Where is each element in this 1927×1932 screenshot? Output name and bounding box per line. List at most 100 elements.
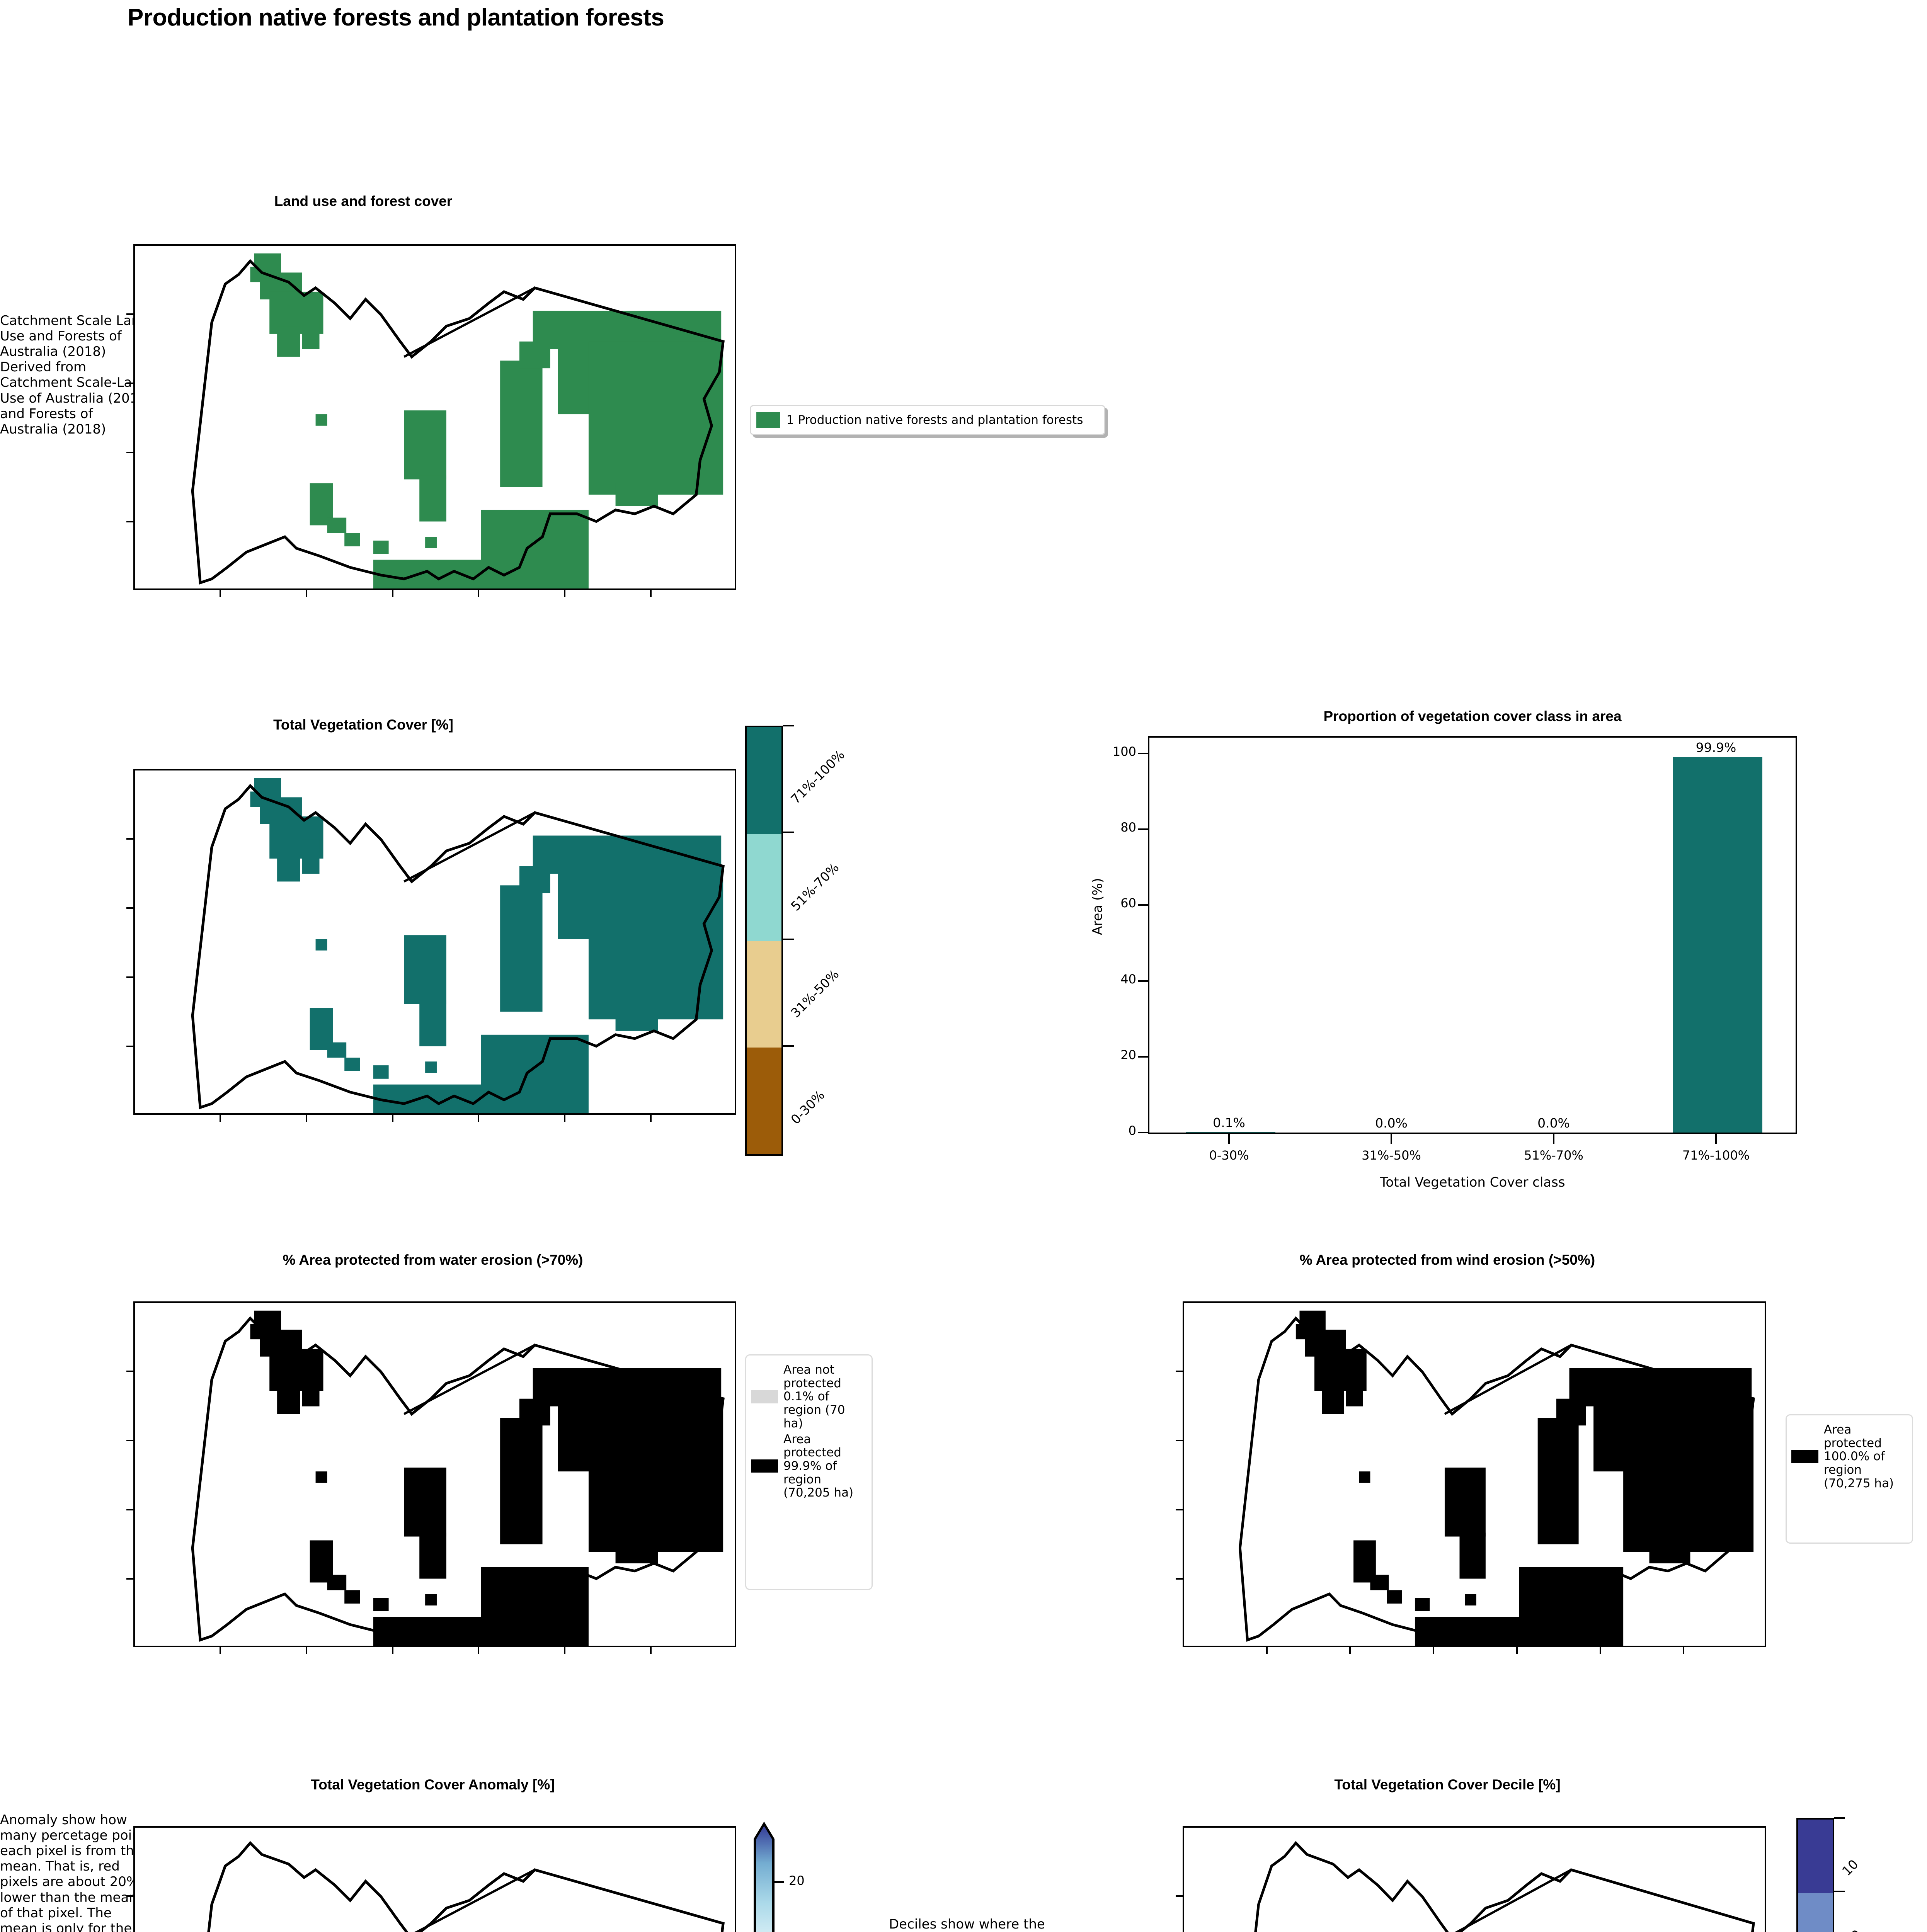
- anomaly-colorbar-tick: [773, 1881, 784, 1883]
- wind-erosion-map-svg: [1239, 1310, 1755, 1646]
- colorbar-label: 0-30%: [788, 1087, 828, 1128]
- barchart-value-label: 99.9%: [1695, 740, 1736, 755]
- map-xtick: [305, 590, 307, 597]
- sub-boundary: [403, 1344, 536, 1415]
- legend-row: Area not protected 0.1% of region (70 ha…: [751, 1363, 867, 1430]
- barchart-xtick-label: 71%-100%: [1682, 1148, 1750, 1163]
- colorbar-segment: [747, 1047, 781, 1154]
- barchart-ylabel: Area (%): [1090, 878, 1105, 935]
- barchart-ytick: [1138, 753, 1148, 755]
- water-erosion-title: % Area protected from water erosion (>70…: [283, 1252, 583, 1268]
- map-ytick: [1176, 1895, 1183, 1897]
- map-ytick: [126, 838, 133, 840]
- colorbar-tick: [783, 725, 794, 726]
- barchart-ytick: [1138, 828, 1148, 830]
- map-xtick: [1599, 1647, 1601, 1654]
- wind-erosion-map[interactable]: [1183, 1301, 1766, 1647]
- catchment-boundary: [191, 1316, 725, 1642]
- map-ytick: [126, 1046, 133, 1047]
- map-ytick: [1176, 1509, 1183, 1510]
- vegcover-colorbar: [745, 726, 783, 1156]
- barchart-value-label: 0.0%: [1537, 1116, 1570, 1131]
- decile-annotation: Deciles show where the pixel value lies …: [889, 1917, 1045, 1932]
- water-erosion-map-svg: [191, 1310, 725, 1646]
- sub-boundary: [403, 287, 536, 358]
- map-xtick: [650, 1115, 652, 1122]
- map-ytick: [126, 1371, 133, 1372]
- barchart-value-label: 0.1%: [1213, 1115, 1245, 1131]
- colorbar-label: 10: [1839, 1856, 1861, 1879]
- colorbar-label: 51%-70%: [788, 859, 842, 914]
- barchart-title: Proportion of vegetation cover class in …: [1323, 708, 1622, 724]
- colorbar-tick: [1834, 1891, 1845, 1893]
- sub-boundary: [1444, 1344, 1572, 1415]
- landuse-legend-swatch: [756, 412, 780, 428]
- map-xtick: [1266, 1647, 1268, 1654]
- map-xtick: [478, 1647, 480, 1654]
- page-title: Production native forests and plantation…: [128, 4, 664, 31]
- water-erosion-legend[interactable]: Area not protected 0.1% of region (70 ha…: [745, 1354, 873, 1590]
- landuse-map-svg: [191, 253, 725, 588]
- map-xtick: [219, 590, 221, 597]
- barchart-ytick-label: 100: [1112, 744, 1136, 759]
- barchart-ytick-label: 80: [1120, 820, 1136, 835]
- decile-pixels: [1184, 1828, 1765, 1932]
- barchart-xlabel: Total Vegetation Cover class: [1380, 1175, 1565, 1190]
- water-erosion-map[interactable]: [133, 1301, 736, 1647]
- colorbar-tick: [1834, 1817, 1845, 1819]
- decile-colorbar: [1796, 1818, 1834, 1932]
- vegcover-map[interactable]: [133, 769, 736, 1115]
- map-xtick: [1433, 1647, 1435, 1654]
- landuse-map[interactable]: [133, 244, 736, 590]
- legend-swatch: [1791, 1450, 1818, 1463]
- wind-erosion-legend[interactable]: Area protected 100.0% of region (70,275 …: [1786, 1414, 1913, 1544]
- map-xtick: [1349, 1647, 1351, 1654]
- anomaly-annotation: Anomaly show how many percetage points e…: [0, 1812, 152, 1932]
- legend-swatch: [751, 1459, 778, 1473]
- decile-title: Total Vegetation Cover Decile [%]: [1334, 1777, 1561, 1793]
- map-ytick: [126, 521, 133, 522]
- barchart-bars: [1149, 738, 1796, 1133]
- decile-map[interactable]: [1183, 1826, 1766, 1932]
- barchart-xtick-label: 0-30%: [1209, 1148, 1249, 1163]
- legend-label: Area protected 99.9% of region (70,205 h…: [783, 1432, 854, 1500]
- map-xtick: [392, 590, 393, 597]
- barchart-xtick: [1228, 1134, 1230, 1144]
- colorbar-tick: [783, 1045, 794, 1047]
- landuse-legend-label: 1 Production native forests and plantati…: [786, 413, 1083, 427]
- legend-label: Area protected 100.0% of region (70,275 …: [1824, 1423, 1894, 1490]
- vegcover-map-svg: [191, 778, 725, 1113]
- legend-row: Area protected 100.0% of region (70,275 …: [1791, 1423, 1907, 1490]
- catchment-boundary: [1239, 1316, 1755, 1642]
- map-ytick: [126, 1578, 133, 1580]
- anomaly-colorbar: [736, 1816, 864, 1932]
- barchart-xtick-label: 31%-50%: [1362, 1148, 1421, 1163]
- anomaly-map[interactable]: [133, 1826, 736, 1932]
- anomaly-title: Total Vegetation Cover Anomaly [%]: [311, 1777, 555, 1793]
- barchart-value-label: 0.0%: [1375, 1116, 1408, 1131]
- map-xtick: [564, 1115, 566, 1122]
- map-ytick: [126, 1509, 133, 1510]
- barchart-ytick-label: 40: [1120, 971, 1136, 986]
- catchment-boundary: [207, 1841, 725, 1932]
- legend-swatch: [751, 1390, 778, 1403]
- landuse-legend[interactable]: 1 Production native forests and plantati…: [750, 405, 1105, 435]
- vegcover-panel-title: Total Vegetation Cover [%]: [273, 717, 453, 733]
- map-ytick: [126, 907, 133, 909]
- map-xtick: [219, 1115, 221, 1122]
- map-xtick: [219, 1647, 221, 1654]
- landuse-panel-title: Land use and forest cover: [274, 193, 453, 209]
- barchart-xtick-label: 51%-70%: [1524, 1148, 1583, 1163]
- water-protected-fill: [250, 1310, 723, 1646]
- barchart-plot[interactable]: [1148, 736, 1797, 1134]
- map-ytick: [1176, 1578, 1183, 1580]
- barchart-bar: [1673, 757, 1762, 1133]
- barchart-bar: [1186, 1132, 1275, 1133]
- colorbar-label: 31%-50%: [788, 966, 842, 1020]
- anomaly-gradient-bar: [754, 1821, 775, 1932]
- barchart-ytick: [1138, 980, 1148, 982]
- sub-boundary: [403, 811, 536, 883]
- sub-boundary: [1454, 1869, 1572, 1932]
- map-ytick: [126, 1440, 133, 1441]
- colorbar-segment: [1798, 1893, 1833, 1932]
